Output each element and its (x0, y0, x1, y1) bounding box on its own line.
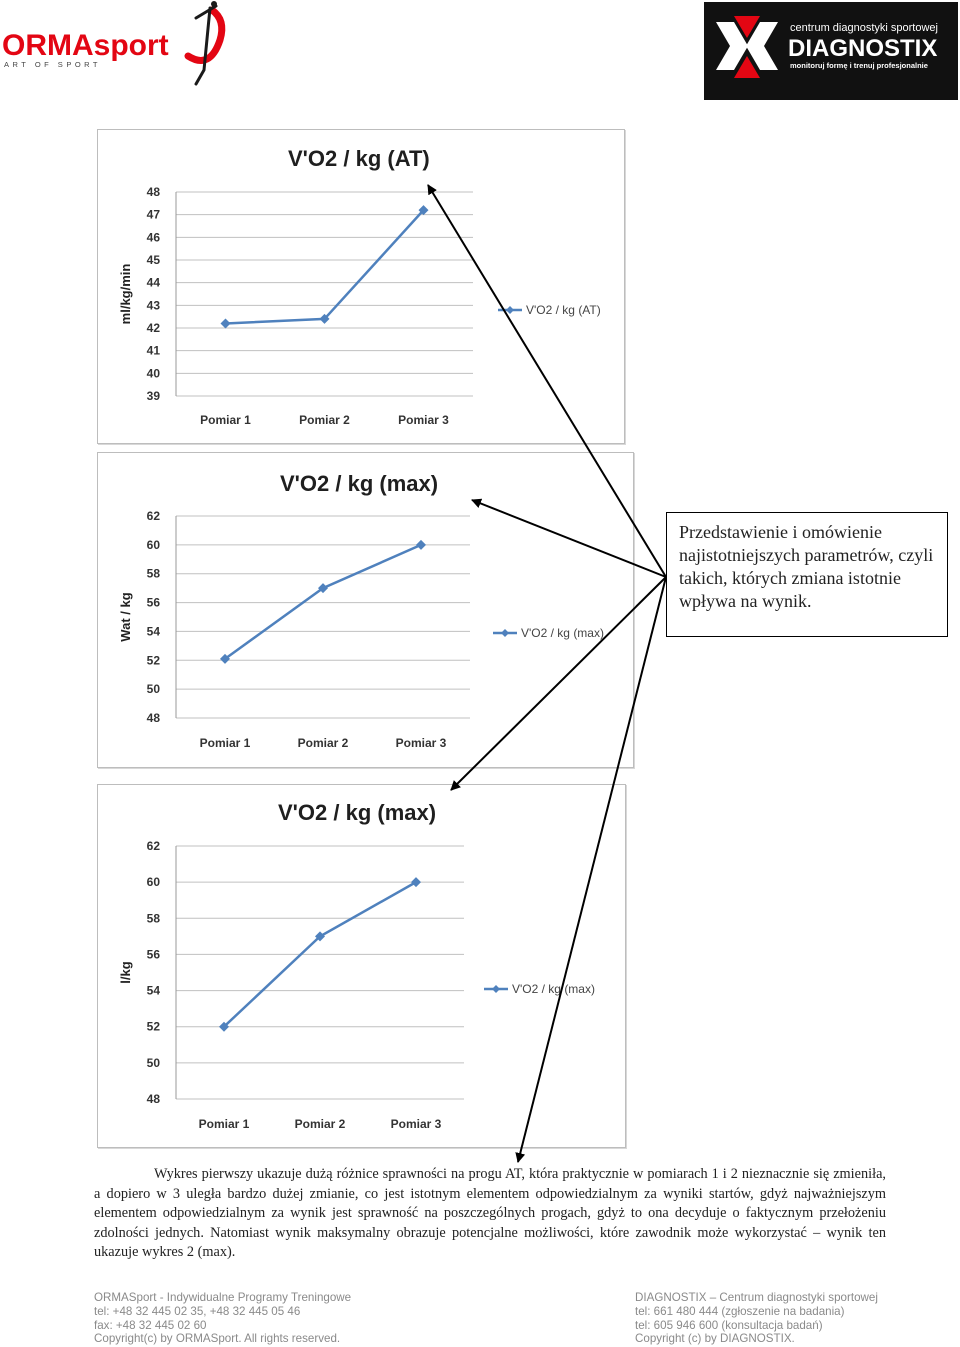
y-tick-label: 60 (147, 875, 161, 889)
y-tick-label: 48 (147, 185, 161, 199)
ormasport-logo-tagline: ART OF SPORT (4, 60, 101, 69)
footer-diagnostix: DIAGNOSTIX – Centrum diagnostyki sportow… (635, 1291, 878, 1346)
data-point (220, 653, 230, 664)
ormasport-logo: ORMAsport ART OF SPORT (0, 0, 240, 95)
series-line (225, 209, 425, 325)
chart-title: V'O2 / kg (max) (280, 471, 438, 496)
data-point (220, 318, 231, 329)
diagnostix-brand: DIAGNOSTIX (788, 35, 937, 62)
diagnostix-tagline-bottom: monitoruj formę i trenuj profesjonalnie (790, 61, 928, 70)
x-tick-label: Pomiar 2 (295, 1117, 346, 1131)
footer-diagnostix-line: tel: 661 480 444 (zgłoszenie na badania) (635, 1304, 845, 1318)
y-tick-label: 56 (147, 947, 161, 961)
data-point (411, 877, 421, 888)
y-tick-label: 52 (147, 1020, 161, 1034)
y-tick-label: 58 (147, 911, 161, 925)
footer-diagnostix-line: DIAGNOSTIX – Centrum diagnostyki sportow… (635, 1291, 878, 1304)
x-tick-label: Pomiar 1 (199, 1117, 250, 1131)
y-tick-label: 58 (147, 567, 161, 581)
data-point (319, 313, 330, 324)
x-tick-label: Pomiar 1 (200, 736, 251, 750)
footer-ormasport-line: Copyright(c) by ORMASport. All rights re… (94, 1332, 341, 1346)
footer-diagnostix-line: Copyright (c) by DIAGNOSTIX. (635, 1332, 795, 1346)
y-tick-label: 48 (147, 711, 161, 725)
legend-marker (501, 629, 509, 637)
chart-vo2-max-wat: V'O2 / kg (max) 48 50 52 54 56 58 60 62 Wat / kg P… (97, 452, 634, 768)
y-tick-label: 44 (147, 276, 161, 290)
y-tick-label: 52 (147, 653, 161, 667)
series-line (224, 543, 422, 660)
legend-label: V'O2 / kg (AT) (526, 303, 601, 317)
data-point (315, 931, 325, 942)
footer-ormasport-line: ORMASport - Indywidualne Programy Trenin… (94, 1291, 352, 1304)
y-tick-label: 48 (147, 1092, 161, 1106)
y-tick-label: 50 (147, 682, 161, 696)
description-paragraph: Wykres pierwszy ukazuje dużą różnice spr… (94, 1166, 886, 1261)
x-tick-label: Pomiar 3 (398, 413, 449, 427)
chart-vo2-at: V'O2 / kg (AT) 39 40 41 42 43 44 45 46 47 48 ml/kg/… (97, 129, 625, 444)
legend-marker (492, 985, 500, 993)
diagnostix-x-icon (716, 16, 778, 78)
ormasport-logo-brand: ORMAsport (2, 29, 169, 62)
y-tick-label: 45 (147, 253, 161, 267)
footer-ormasport: ORMASport - Indywidualne Programy Trenin… (94, 1291, 351, 1346)
data-point (416, 539, 426, 550)
y-axis-label: l/kg (118, 961, 133, 983)
x-tick-label: Pomiar 3 (396, 736, 447, 750)
footer-ormasport-line: fax: +48 32 445 02 60 (94, 1318, 207, 1332)
y-tick-label: 40 (147, 366, 161, 380)
callout-box: Przedstawienie i omówienie najistotniejs… (666, 512, 948, 637)
y-tick-label: 54 (147, 984, 161, 998)
data-point (318, 583, 328, 594)
y-tick-label: 41 (147, 344, 161, 358)
runner-figure-icon (184, 1, 226, 86)
y-tick-label: 39 (147, 389, 161, 403)
y-axis-label: Wat / kg (118, 592, 133, 641)
chart-vo2-max-lkg: V'O2 / kg (max) 48 50 52 54 56 58 60 62 l/kg Pomia… (97, 784, 626, 1148)
x-tick-label: Pomiar 2 (298, 736, 349, 750)
y-tick-label: 60 (147, 538, 161, 552)
legend-label: V'O2 / kg (max) (521, 626, 604, 640)
chart-title: V'O2 / kg (max) (278, 800, 436, 825)
y-tick-label: 47 (147, 208, 161, 222)
diagnostix-tagline-top: centrum diagnostyki sportowej (790, 22, 938, 34)
footer-ormasport-line: tel: +48 32 445 02 35, +48 32 445 05 46 (94, 1304, 301, 1318)
data-point (418, 205, 429, 216)
chart-title: V'O2 / kg (AT) (288, 146, 430, 171)
y-axis-label: ml/kg/min (118, 264, 133, 325)
x-tick-label: Pomiar 3 (391, 1117, 442, 1131)
x-tick-label: Pomiar 1 (200, 413, 251, 427)
y-tick-label: 62 (147, 839, 161, 853)
diagnostix-logo: centrum diagnostyki sportowej DIAGNOSTIX… (704, 2, 958, 100)
y-tick-label: 46 (147, 230, 161, 244)
x-tick-label: Pomiar 2 (299, 413, 350, 427)
y-tick-label: 42 (147, 321, 161, 335)
y-tick-label: 43 (147, 298, 161, 312)
legend-label: V'O2 / kg (max) (512, 982, 595, 996)
y-tick-label: 62 (147, 509, 161, 523)
legend-marker (506, 306, 514, 314)
y-tick-label: 54 (147, 624, 161, 638)
y-tick-label: 50 (147, 1056, 161, 1070)
footer-diagnostix-line: tel: 605 946 600 (konsultacja badań) (635, 1318, 823, 1332)
y-tick-label: 56 (147, 596, 161, 610)
